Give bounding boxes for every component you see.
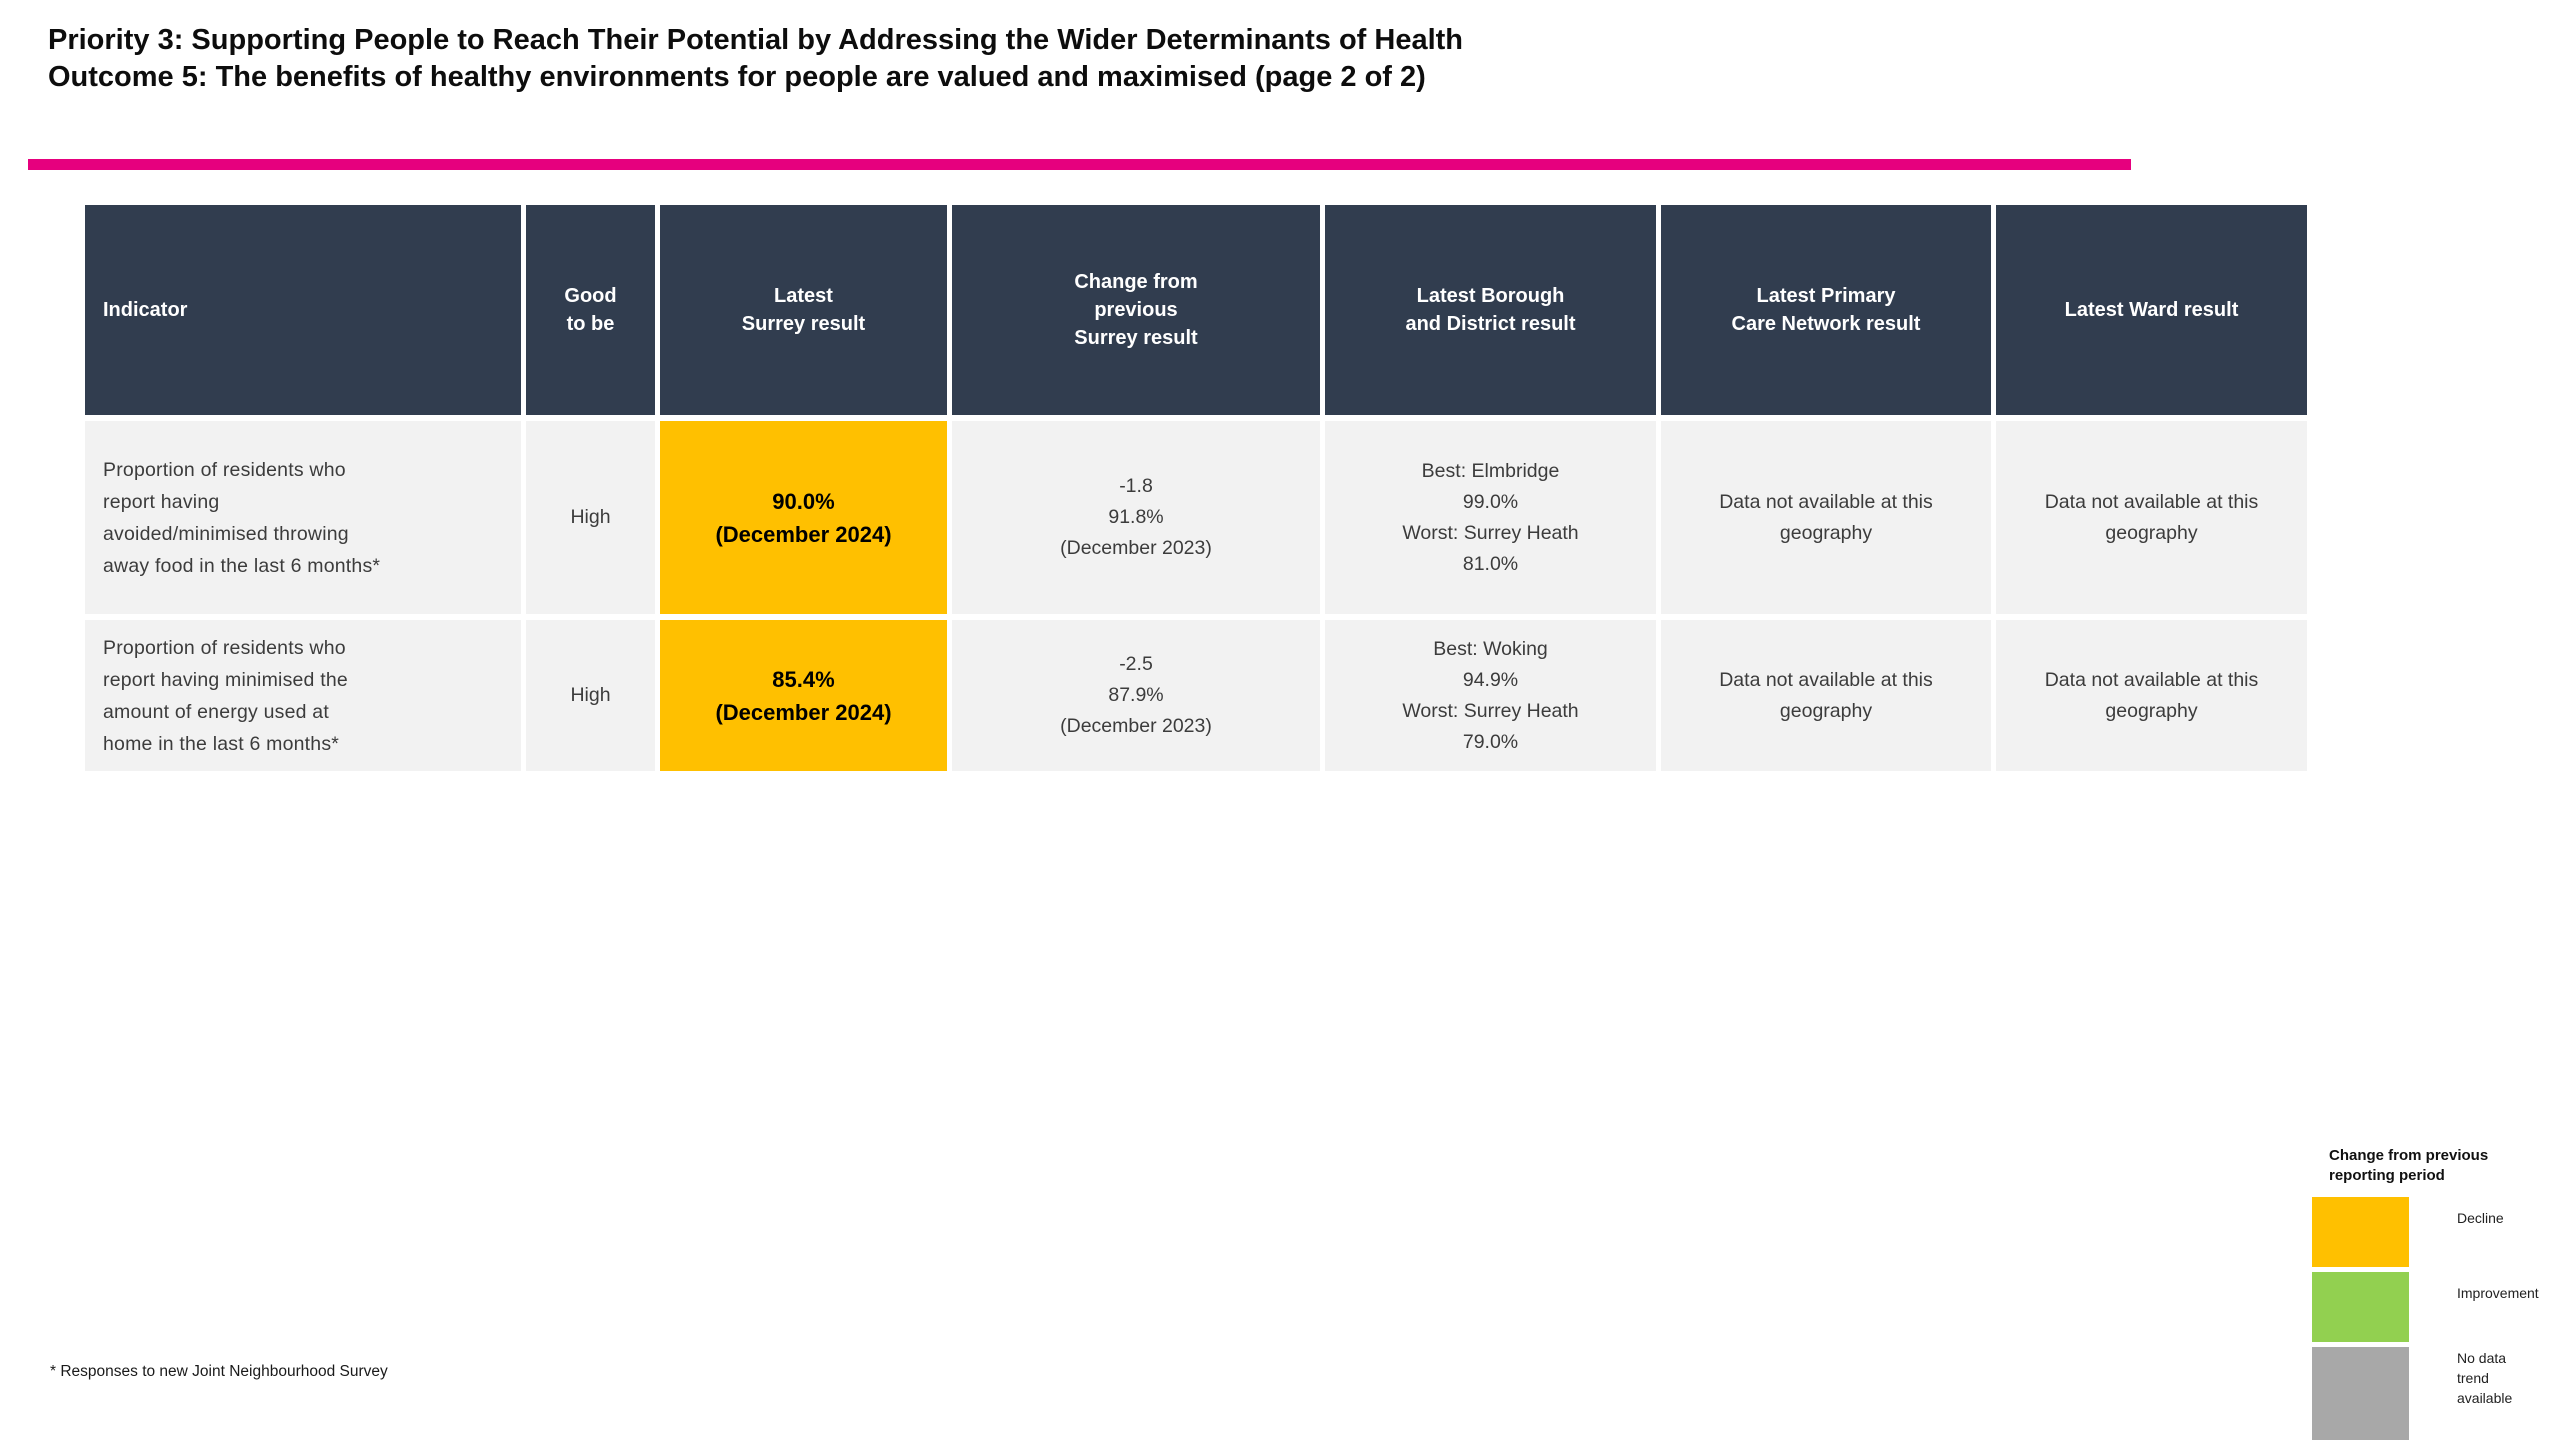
borough-district-cell: Best: Woking 94.9% Worst: Surrey Heath 7… — [1325, 620, 1656, 771]
legend-title: Change from previous reporting period — [2329, 1147, 2489, 1184]
surrey-result-period: (December 2024) — [715, 699, 892, 725]
borough-district-cell: Best: Elmbridge 99.0% Worst: Surrey Heat… — [1325, 421, 1656, 614]
legend-swatch-no-data — [2312, 1347, 2409, 1440]
column-header-label: Indicator — [103, 299, 188, 321]
column-header-latest-surrey: Latest Surrey result — [660, 205, 947, 415]
ward-value: Data not available at this geography — [2044, 668, 2259, 722]
borough-best-value: 94.9% — [1462, 668, 1519, 691]
change-previous-value: 87.9% — [1108, 684, 1164, 706]
column-header-label: Latest Ward result — [2064, 299, 2239, 321]
column-header-borough-district: Latest Borough and District result — [1325, 205, 1656, 415]
column-header-label: Latest Borough and District result — [1405, 285, 1576, 335]
legend-label-improvement: Improvement — [2457, 1285, 2539, 1301]
page-title: Priority 3: Supporting People to Reach T… — [48, 24, 1464, 56]
change-cell: -1.8 91.8% (December 2023) — [952, 421, 1320, 614]
change-delta: -1.8 — [1119, 475, 1153, 497]
good-to-be-value: High — [570, 684, 611, 706]
column-header-good-to-be: Good to be — [526, 205, 655, 415]
change-delta: -2.5 — [1119, 653, 1153, 675]
legend-swatch-decline — [2312, 1197, 2409, 1267]
pcn-value: Data not available at this geography — [1719, 490, 1933, 544]
good-to-be-cell: High — [526, 421, 655, 614]
column-header-indicator: Indicator — [85, 205, 521, 415]
column-header-label: Latest Surrey result — [741, 285, 866, 335]
surrey-result-cell: 85.4% (December 2024) — [660, 620, 947, 771]
pcn-value: Data not available at this geography — [1719, 668, 1933, 722]
page-subtitle: Outcome 5: The benefits of healthy envir… — [48, 61, 1426, 93]
column-header-label: Good to be — [564, 285, 617, 335]
indicator-text: Proportion of residents who report havin… — [103, 458, 381, 577]
column-header-label: Latest Primary Care Network result — [1731, 285, 1921, 335]
borough-best-value: 99.0% — [1462, 490, 1519, 513]
column-header-ward: Latest Ward result — [1996, 205, 2307, 415]
surrey-result-period: (December 2024) — [715, 521, 892, 547]
borough-best-label: Best: Woking — [1433, 637, 1548, 660]
legend-label-no-data: No data trend available — [2457, 1350, 2513, 1406]
accent-divider — [28, 159, 2131, 170]
borough-best-label: Best: Elmbridge — [1421, 459, 1560, 482]
change-previous-value: 91.8% — [1108, 506, 1164, 528]
page-header: Priority 3: Supporting People to Reach T… — [48, 22, 1463, 96]
pcn-cell: Data not available at this geography — [1661, 421, 1991, 614]
change-previous-period: (December 2023) — [1060, 537, 1212, 559]
indicator-cell: Proportion of residents who report havin… — [85, 421, 521, 614]
ward-cell: Data not available at this geography — [1996, 421, 2307, 614]
good-to-be-value: High — [570, 506, 611, 528]
ward-cell: Data not available at this geography — [1996, 620, 2307, 771]
change-cell: -2.5 87.9% (December 2023) — [952, 620, 1320, 771]
indicator-text: Proportion of residents who report havin… — [103, 636, 348, 755]
ward-value: Data not available at this geography — [2044, 490, 2259, 544]
pcn-cell: Data not available at this geography — [1661, 620, 1991, 771]
good-to-be-cell: High — [526, 620, 655, 771]
change-previous-period: (December 2023) — [1060, 715, 1212, 737]
surrey-result-cell: 90.0% (December 2024) — [660, 421, 947, 614]
column-header-label: Change from previous Surrey result — [1074, 271, 1198, 349]
borough-worst-label: Worst: Surrey Heath — [1402, 521, 1579, 544]
surrey-result-value: 90.0% — [772, 488, 835, 514]
borough-worst-value: 79.0% — [1462, 730, 1519, 753]
column-header-pcn: Latest Primary Care Network result — [1661, 205, 1991, 415]
legend-label-decline: Decline — [2457, 1210, 2504, 1226]
footnote: * Responses to new Joint Neighbourhood S… — [50, 1363, 388, 1380]
indicators-table: Indicator Good to be Latest Surrey resul… — [85, 205, 2307, 771]
surrey-result-value: 85.4% — [772, 666, 835, 692]
legend-swatch-improvement — [2312, 1272, 2409, 1342]
indicator-cell: Proportion of residents who report havin… — [85, 620, 521, 771]
borough-worst-value: 81.0% — [1462, 552, 1519, 575]
borough-worst-label: Worst: Surrey Heath — [1402, 699, 1579, 722]
column-header-change: Change from previous Surrey result — [952, 205, 1320, 415]
